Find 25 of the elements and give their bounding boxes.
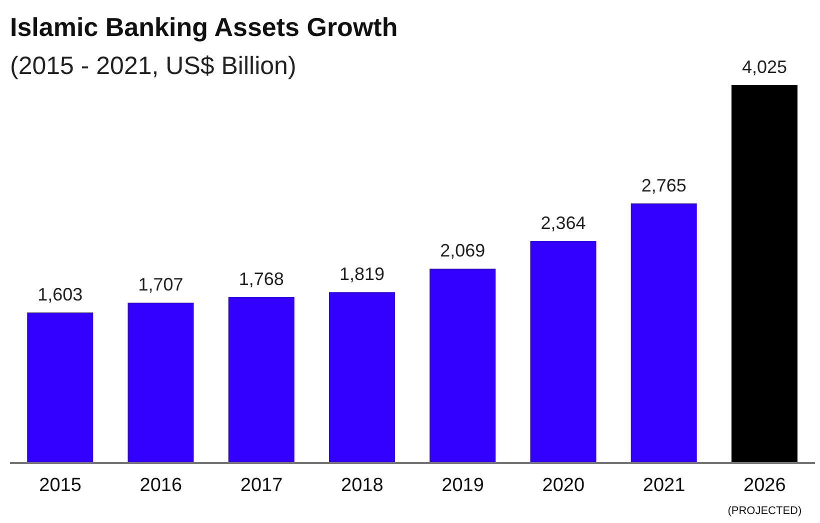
bar <box>128 302 194 463</box>
bar <box>228 296 294 463</box>
data-label: 1,819 <box>339 264 385 284</box>
x-tick-label: 2021 <box>642 475 686 496</box>
data-label: 2,364 <box>540 212 586 233</box>
bar <box>731 85 798 463</box>
chart-subtitle: (2015 - 2021, US$ Billion) <box>10 52 296 81</box>
x-tick-label: 2019 <box>442 475 484 496</box>
bar <box>328 292 395 463</box>
x-tick-label: 2015 <box>39 475 82 496</box>
x-tick-label: 2018 <box>341 475 384 496</box>
data-label: 2,069 <box>440 240 486 261</box>
bar <box>630 203 697 463</box>
data-label: 2,765 <box>641 175 686 196</box>
bar <box>430 268 496 463</box>
x-tick-label: 2020 <box>542 475 585 496</box>
bar <box>27 312 94 463</box>
chart-title: Islamic Banking Assets Growth <box>10 12 398 43</box>
data-label: 1,768 <box>238 268 284 289</box>
data-label: 1,603 <box>38 284 83 304</box>
data-label: 4,025 <box>742 57 788 77</box>
data-label: 1,707 <box>138 274 184 295</box>
x-tick-label: 2017 <box>240 475 283 496</box>
x-tick-label: 2016 <box>140 475 182 496</box>
bar <box>530 240 596 463</box>
